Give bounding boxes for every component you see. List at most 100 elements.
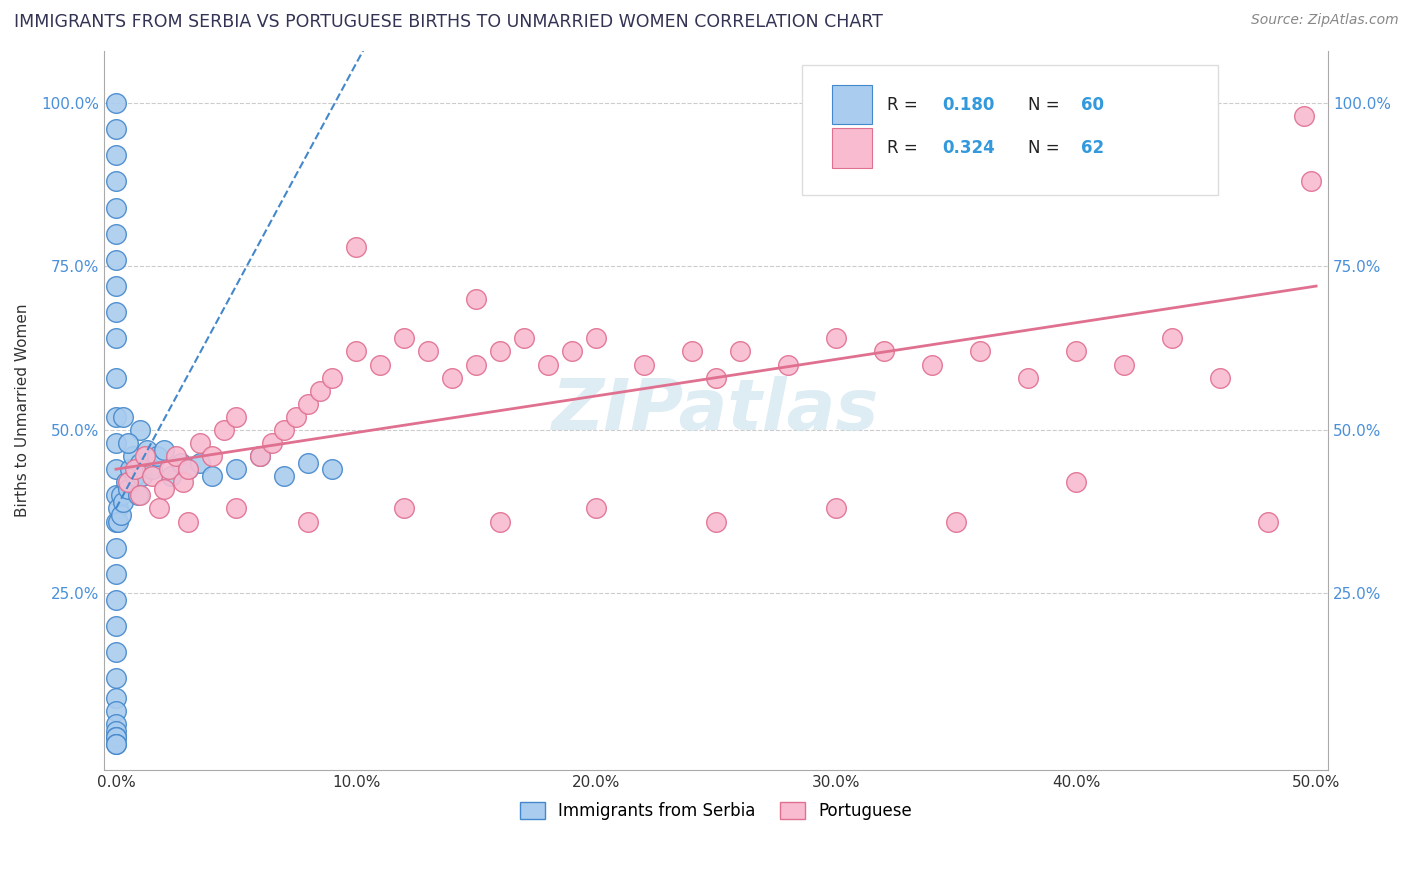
Point — [704, 370, 727, 384]
Point — [104, 737, 127, 751]
Point — [104, 731, 127, 745]
Point — [416, 344, 439, 359]
Point — [107, 515, 129, 529]
Point — [177, 462, 200, 476]
Point — [117, 436, 139, 450]
Bar — [832, 85, 872, 124]
Point — [1064, 344, 1087, 359]
Point — [344, 240, 367, 254]
Point — [177, 462, 200, 476]
Point — [104, 645, 127, 659]
Y-axis label: Births to Unmarried Women: Births to Unmarried Women — [15, 303, 30, 517]
Point — [297, 456, 319, 470]
Point — [873, 344, 896, 359]
Point — [153, 442, 176, 457]
Text: N =: N = — [1028, 139, 1066, 157]
Point — [114, 475, 136, 490]
Point — [104, 593, 127, 607]
Point — [177, 515, 200, 529]
Point — [110, 508, 132, 522]
Point — [225, 462, 247, 476]
Point — [260, 436, 283, 450]
Text: R =: R = — [887, 95, 924, 113]
Point — [110, 488, 132, 502]
Point — [104, 731, 127, 745]
Point — [249, 449, 271, 463]
Point — [440, 370, 463, 384]
Point — [104, 201, 127, 215]
Point — [1294, 109, 1316, 123]
Point — [104, 462, 127, 476]
Legend: Immigrants from Serbia, Portuguese: Immigrants from Serbia, Portuguese — [513, 795, 920, 826]
FancyBboxPatch shape — [801, 65, 1218, 194]
Point — [104, 723, 127, 738]
Point — [1064, 475, 1087, 490]
Point — [633, 358, 655, 372]
Point — [136, 442, 159, 457]
Point — [117, 475, 139, 490]
Point — [104, 737, 127, 751]
Point — [188, 436, 211, 450]
Point — [104, 619, 127, 633]
Point — [273, 423, 295, 437]
Text: R =: R = — [887, 139, 924, 157]
Point — [153, 482, 176, 496]
Point — [465, 358, 488, 372]
Point — [104, 148, 127, 162]
Point — [104, 331, 127, 345]
Point — [249, 449, 271, 463]
Point — [201, 449, 224, 463]
Point — [104, 279, 127, 293]
Point — [513, 331, 536, 345]
Point — [921, 358, 943, 372]
Text: IMMIGRANTS FROM SERBIA VS PORTUGUESE BIRTHS TO UNMARRIED WOMEN CORRELATION CHART: IMMIGRANTS FROM SERBIA VS PORTUGUESE BIR… — [14, 13, 883, 31]
Point — [107, 501, 129, 516]
Text: 60: 60 — [1081, 95, 1104, 113]
Text: ZIPatlas: ZIPatlas — [553, 376, 880, 445]
Point — [104, 515, 127, 529]
Point — [104, 252, 127, 267]
Point — [1209, 370, 1232, 384]
Point — [104, 370, 127, 384]
Point — [585, 501, 607, 516]
Point — [148, 501, 170, 516]
Point — [201, 468, 224, 483]
Point — [104, 717, 127, 731]
Point — [141, 468, 163, 483]
Point — [104, 541, 127, 555]
Text: N =: N = — [1028, 95, 1066, 113]
Point — [465, 292, 488, 306]
Point — [104, 566, 127, 581]
Point — [104, 436, 127, 450]
Point — [121, 449, 143, 463]
Text: 0.324: 0.324 — [942, 139, 995, 157]
Point — [297, 397, 319, 411]
Point — [728, 344, 751, 359]
Point — [225, 409, 247, 424]
Point — [165, 449, 187, 463]
Point — [1161, 331, 1184, 345]
Point — [134, 449, 156, 463]
Point — [1301, 174, 1323, 188]
Point — [124, 462, 146, 476]
Text: 62: 62 — [1081, 139, 1104, 157]
Point — [141, 462, 163, 476]
Point — [273, 468, 295, 483]
Point — [392, 331, 415, 345]
Point — [1114, 358, 1136, 372]
Point — [170, 456, 193, 470]
Point — [778, 358, 800, 372]
Point — [969, 344, 991, 359]
Point — [585, 331, 607, 345]
Point — [368, 358, 391, 372]
Point — [104, 95, 127, 110]
Point — [104, 122, 127, 136]
Point — [146, 449, 169, 463]
Point — [1257, 515, 1279, 529]
Point — [309, 384, 332, 398]
Point — [825, 331, 848, 345]
Point — [321, 462, 343, 476]
Point — [344, 344, 367, 359]
Point — [104, 704, 127, 718]
Point — [172, 475, 194, 490]
